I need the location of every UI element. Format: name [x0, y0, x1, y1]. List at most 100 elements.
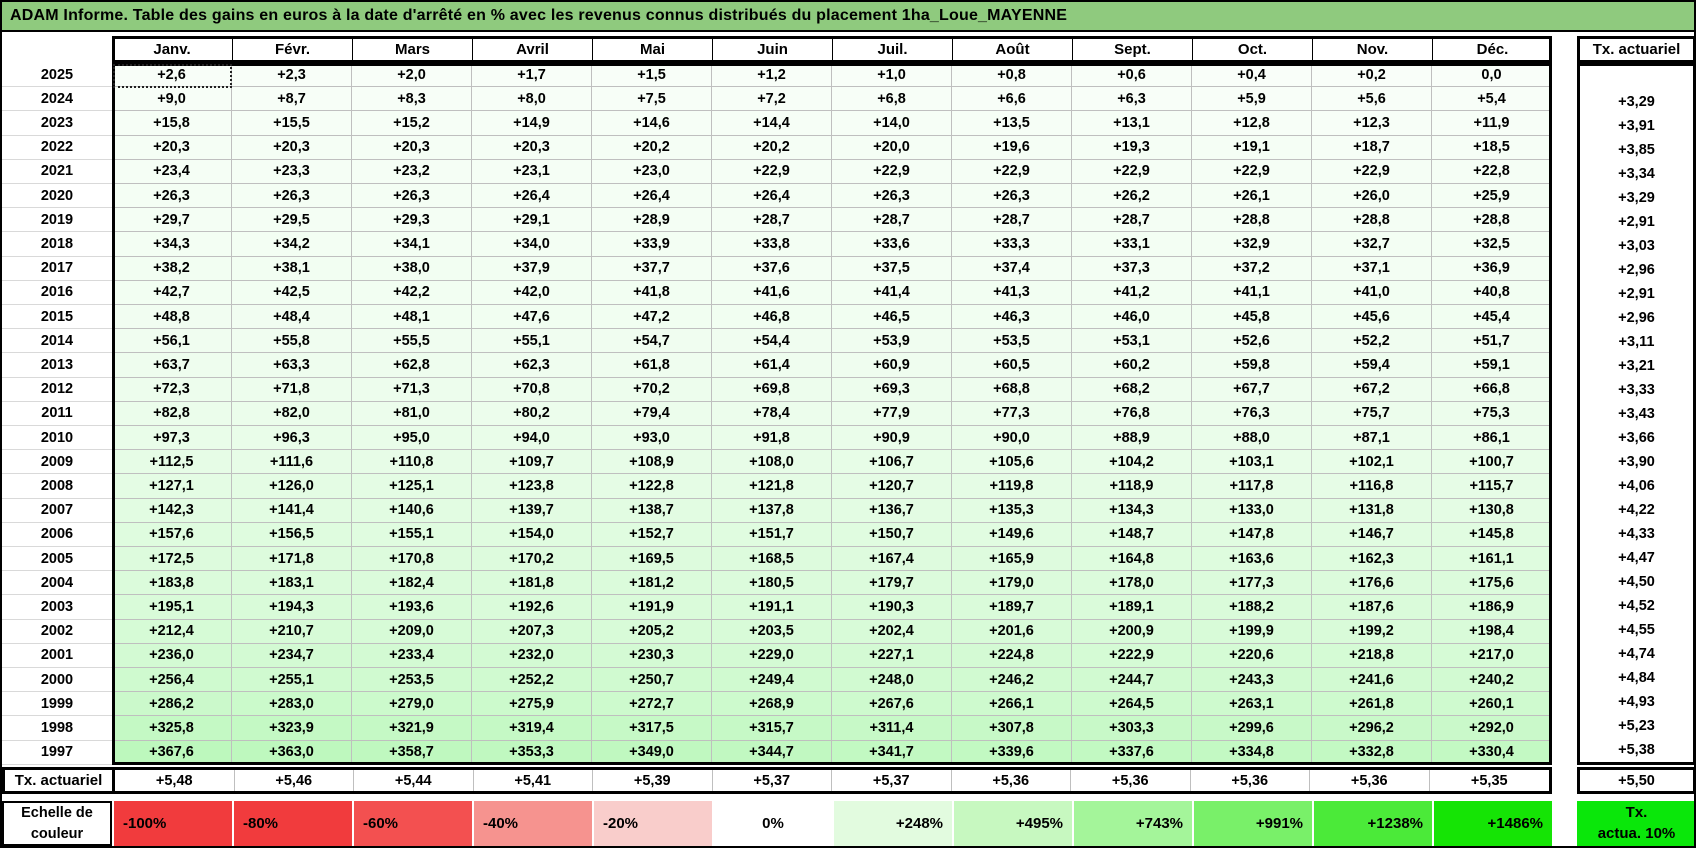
- gain-cell[interactable]: +137,8: [712, 498, 832, 523]
- gain-cell[interactable]: +120,7: [832, 474, 952, 499]
- gain-cell[interactable]: +151,7: [712, 522, 832, 548]
- gain-cell[interactable]: +67,7: [1192, 377, 1312, 402]
- gain-cell[interactable]: +252,2: [472, 668, 592, 693]
- gain-cell[interactable]: +55,5: [352, 329, 472, 354]
- gain-cell[interactable]: +79,4: [592, 401, 712, 427]
- gain-cell[interactable]: +91,8: [712, 426, 832, 451]
- column-header[interactable]: Avril: [472, 36, 592, 63]
- gain-cell[interactable]: +233,4: [352, 643, 472, 669]
- gain-cell[interactable]: +192,6: [472, 595, 592, 620]
- gain-cell[interactable]: +54,4: [712, 329, 832, 354]
- gain-cell[interactable]: 0,0: [1432, 63, 1552, 88]
- gain-cell[interactable]: +187,6: [1312, 595, 1432, 620]
- gain-cell[interactable]: +22,9: [952, 159, 1072, 185]
- gain-cell[interactable]: +28,8: [1432, 208, 1552, 233]
- tx-actuariel-value[interactable]: +3,66: [1618, 430, 1655, 446]
- gain-cell[interactable]: +103,1: [1192, 450, 1312, 475]
- gain-cell[interactable]: +37,4: [952, 256, 1072, 281]
- tx-actuariel-value[interactable]: +4,52: [1618, 598, 1655, 614]
- gain-cell[interactable]: +317,5: [592, 716, 712, 741]
- legend-stop[interactable]: +1238%: [1314, 801, 1432, 846]
- footer-rate-cell[interactable]: +5,44: [354, 770, 474, 791]
- gain-cell[interactable]: +34,3: [112, 232, 232, 257]
- gain-cell[interactable]: +286,2: [112, 692, 232, 717]
- gain-cell[interactable]: +26,3: [832, 184, 952, 209]
- gain-cell[interactable]: +121,8: [712, 474, 832, 499]
- gain-cell[interactable]: +125,1: [352, 474, 472, 499]
- gain-cell[interactable]: +162,3: [1312, 547, 1432, 572]
- row-year[interactable]: 2002: [2, 620, 112, 644]
- legend-stop[interactable]: +248%: [834, 801, 952, 846]
- gain-cell[interactable]: +168,5: [712, 547, 832, 572]
- row-year[interactable]: 2004: [2, 571, 112, 596]
- gain-cell[interactable]: +122,8: [592, 474, 712, 499]
- gain-cell[interactable]: +45,4: [1432, 305, 1552, 330]
- gain-cell[interactable]: +53,5: [952, 329, 1072, 354]
- gain-cell[interactable]: +261,8: [1312, 692, 1432, 717]
- tx-actuariel-value[interactable]: +5,23: [1618, 718, 1655, 734]
- gain-cell[interactable]: +88,0: [1192, 426, 1312, 451]
- gain-cell[interactable]: +62,8: [352, 353, 472, 378]
- gain-cell[interactable]: +22,9: [1312, 159, 1432, 185]
- column-header[interactable]: Août: [952, 36, 1072, 63]
- gain-cell[interactable]: +236,0: [112, 643, 232, 669]
- gain-cell[interactable]: +41,3: [952, 280, 1072, 306]
- gain-cell[interactable]: +96,3: [232, 426, 352, 451]
- legend-stop[interactable]: +495%: [954, 801, 1072, 846]
- gain-cell[interactable]: +127,1: [112, 474, 232, 499]
- gain-cell[interactable]: +37,5: [832, 256, 952, 281]
- gain-cell[interactable]: +299,6: [1192, 716, 1312, 741]
- gain-cell[interactable]: +37,1: [1312, 256, 1432, 281]
- footer-rate-cell[interactable]: +5,46: [235, 770, 354, 791]
- gain-cell[interactable]: +29,7: [112, 208, 232, 233]
- gain-cell[interactable]: +319,4: [472, 716, 592, 741]
- gain-cell[interactable]: +353,3: [472, 740, 592, 765]
- gain-cell[interactable]: +52,2: [1312, 329, 1432, 354]
- tx-actuariel-value[interactable]: +4,33: [1618, 526, 1655, 542]
- gain-cell[interactable]: +183,1: [232, 571, 352, 596]
- gain-cell[interactable]: +138,7: [592, 498, 712, 523]
- gain-cell[interactable]: +25,9: [1432, 184, 1552, 209]
- legend-stop[interactable]: -100%: [114, 801, 232, 846]
- gain-cell[interactable]: +23,2: [352, 159, 472, 185]
- gain-cell[interactable]: +249,4: [712, 668, 832, 693]
- gain-cell[interactable]: +149,6: [952, 522, 1072, 548]
- gain-cell[interactable]: +71,8: [232, 377, 352, 402]
- gain-cell[interactable]: +323,9: [232, 716, 352, 741]
- footer-rate-cell[interactable]: +5,36: [952, 770, 1071, 791]
- gain-cell[interactable]: +41,1: [1192, 280, 1312, 306]
- gain-cell[interactable]: +41,0: [1312, 280, 1432, 306]
- legend-stop[interactable]: -80%: [234, 801, 352, 846]
- column-header[interactable]: Nov.: [1312, 36, 1432, 63]
- gain-cell[interactable]: +147,8: [1192, 522, 1312, 548]
- gain-cell[interactable]: +26,4: [712, 184, 832, 209]
- legend-stop[interactable]: -40%: [474, 801, 592, 846]
- gain-cell[interactable]: +157,6: [112, 522, 232, 548]
- gain-cell[interactable]: +104,2: [1072, 450, 1192, 475]
- footer-rate-cell[interactable]: +5,39: [593, 770, 713, 791]
- gain-cell[interactable]: +46,8: [712, 305, 832, 330]
- gain-cell[interactable]: +194,3: [232, 595, 352, 620]
- gain-cell[interactable]: +32,5: [1432, 232, 1552, 257]
- gain-cell[interactable]: +54,7: [592, 329, 712, 354]
- row-year[interactable]: 2012: [2, 378, 112, 402]
- tx-actuariel-value[interactable]: +2,96: [1618, 310, 1655, 326]
- gain-cell[interactable]: +28,8: [1192, 208, 1312, 233]
- gain-cell[interactable]: +178,0: [1072, 571, 1192, 596]
- gain-cell[interactable]: +48,8: [112, 305, 232, 330]
- gain-cell[interactable]: +70,8: [472, 377, 592, 402]
- gain-cell[interactable]: +29,3: [352, 208, 472, 233]
- gain-cell[interactable]: +325,8: [112, 716, 232, 741]
- tx-actuariel-value[interactable]: +3,91: [1618, 118, 1655, 134]
- column-header[interactable]: Janv.: [112, 36, 232, 63]
- gain-cell[interactable]: +266,1: [952, 692, 1072, 717]
- gain-cell[interactable]: +198,4: [1432, 619, 1552, 644]
- gain-cell[interactable]: +59,4: [1312, 353, 1432, 378]
- gain-cell[interactable]: +61,4: [712, 353, 832, 378]
- gain-cell[interactable]: +68,2: [1072, 377, 1192, 402]
- gain-cell[interactable]: +13,5: [952, 111, 1072, 136]
- gain-cell[interactable]: +334,8: [1192, 740, 1312, 765]
- tx-actuariel-value[interactable]: +2,96: [1618, 262, 1655, 278]
- gain-cell[interactable]: +161,1: [1432, 547, 1552, 572]
- row-year[interactable]: 2016: [2, 281, 112, 306]
